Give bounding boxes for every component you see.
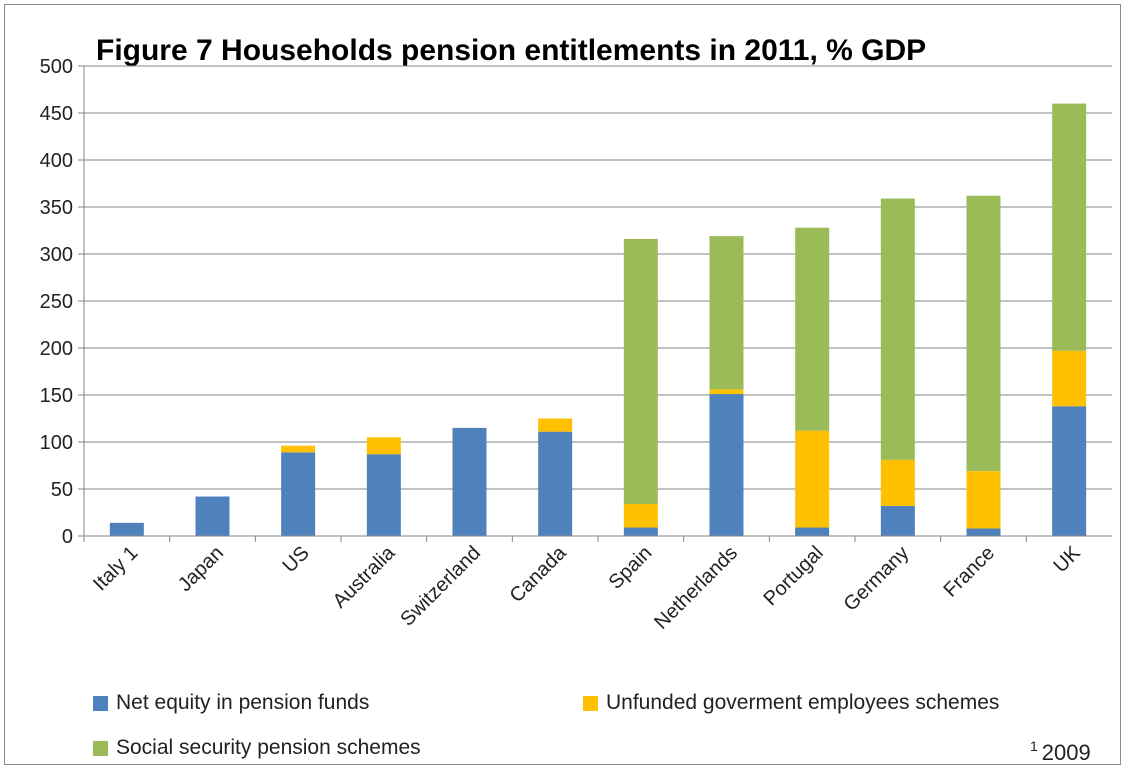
footnote: 1 2009 bbox=[1030, 738, 1091, 766]
footnote-text: 2009 bbox=[1041, 740, 1091, 765]
legend-swatch-net-equity bbox=[93, 695, 108, 711]
chart-title: Figure 7 Households pension entitlements… bbox=[96, 34, 927, 67]
y-tick-label: 400 bbox=[40, 150, 73, 172]
bar-segment bbox=[795, 227, 830, 431]
bar-segment bbox=[538, 418, 573, 432]
y-tick-label: 500 bbox=[40, 56, 73, 78]
x-tick-label: Germany bbox=[840, 542, 914, 616]
bar-segment bbox=[709, 236, 744, 390]
bar-segment bbox=[1052, 350, 1087, 407]
bar-segment bbox=[623, 527, 658, 536]
bar-segment bbox=[452, 427, 487, 536]
legend-label-unfunded: Unfunded goverment employees schemes bbox=[606, 691, 1000, 714]
x-tick-label: Australia bbox=[329, 541, 400, 612]
bar-segment bbox=[880, 459, 915, 506]
y-tick-label: 200 bbox=[40, 338, 73, 360]
bar-segment bbox=[195, 496, 230, 536]
x-tick-label: France bbox=[939, 542, 999, 602]
legend-item-net-equity: Net equity in pension funds bbox=[93, 691, 369, 715]
bar-segment bbox=[366, 454, 401, 536]
bar-segment bbox=[366, 437, 401, 455]
bar-segment bbox=[1052, 406, 1087, 536]
bar-segment bbox=[623, 238, 658, 505]
bar-segment bbox=[281, 445, 316, 453]
bar-segment bbox=[109, 522, 144, 536]
legend-item-social-security: Social security pension schemes bbox=[93, 736, 421, 760]
x-tick-label: Portugal bbox=[759, 542, 827, 610]
x-tick-label: Japan bbox=[174, 542, 228, 596]
bar-segment bbox=[966, 528, 1001, 536]
x-tick-label: Switzerland bbox=[396, 542, 485, 631]
y-tick-label: 250 bbox=[40, 291, 73, 313]
y-tick-label: 50 bbox=[51, 479, 73, 501]
y-tick-label: 350 bbox=[40, 197, 73, 219]
bar-segment bbox=[538, 431, 573, 536]
bar-segment bbox=[709, 389, 744, 395]
y-tick-label: 0 bbox=[62, 526, 73, 548]
legend-swatch-unfunded bbox=[583, 695, 598, 711]
y-tick-label: 300 bbox=[40, 244, 73, 266]
x-tick-label: Spain bbox=[605, 542, 657, 594]
x-tick-label: Italy 1 bbox=[89, 542, 142, 595]
bar-segment bbox=[966, 195, 1001, 472]
footnote-mark: 1 bbox=[1030, 738, 1038, 754]
bar-segment bbox=[966, 471, 1001, 529]
legend-swatch-social-security bbox=[93, 740, 108, 756]
y-tick-label: 100 bbox=[40, 432, 73, 454]
bar-segment bbox=[709, 394, 744, 536]
bar-segment bbox=[880, 198, 915, 460]
bar-segment bbox=[1052, 103, 1087, 351]
legend-item-unfunded: Unfunded goverment employees schemes bbox=[583, 691, 999, 715]
bar-segment bbox=[880, 505, 915, 536]
bar-segment bbox=[623, 504, 658, 528]
x-tick-label: UK bbox=[1049, 542, 1085, 578]
y-tick-label: 150 bbox=[40, 385, 73, 407]
x-tick-label: Netherlands bbox=[650, 542, 742, 634]
x-tick-label: Canada bbox=[506, 541, 572, 607]
y-tick-label: 450 bbox=[40, 103, 73, 125]
legend-label-net-equity: Net equity in pension funds bbox=[116, 691, 370, 714]
x-tick-label: US bbox=[278, 542, 313, 577]
bar-segment bbox=[281, 452, 316, 536]
chart-frame bbox=[4, 4, 1121, 765]
legend-label-social-security: Social security pension schemes bbox=[116, 736, 421, 759]
bar-segment bbox=[795, 430, 830, 528]
bar-segment bbox=[795, 527, 830, 536]
